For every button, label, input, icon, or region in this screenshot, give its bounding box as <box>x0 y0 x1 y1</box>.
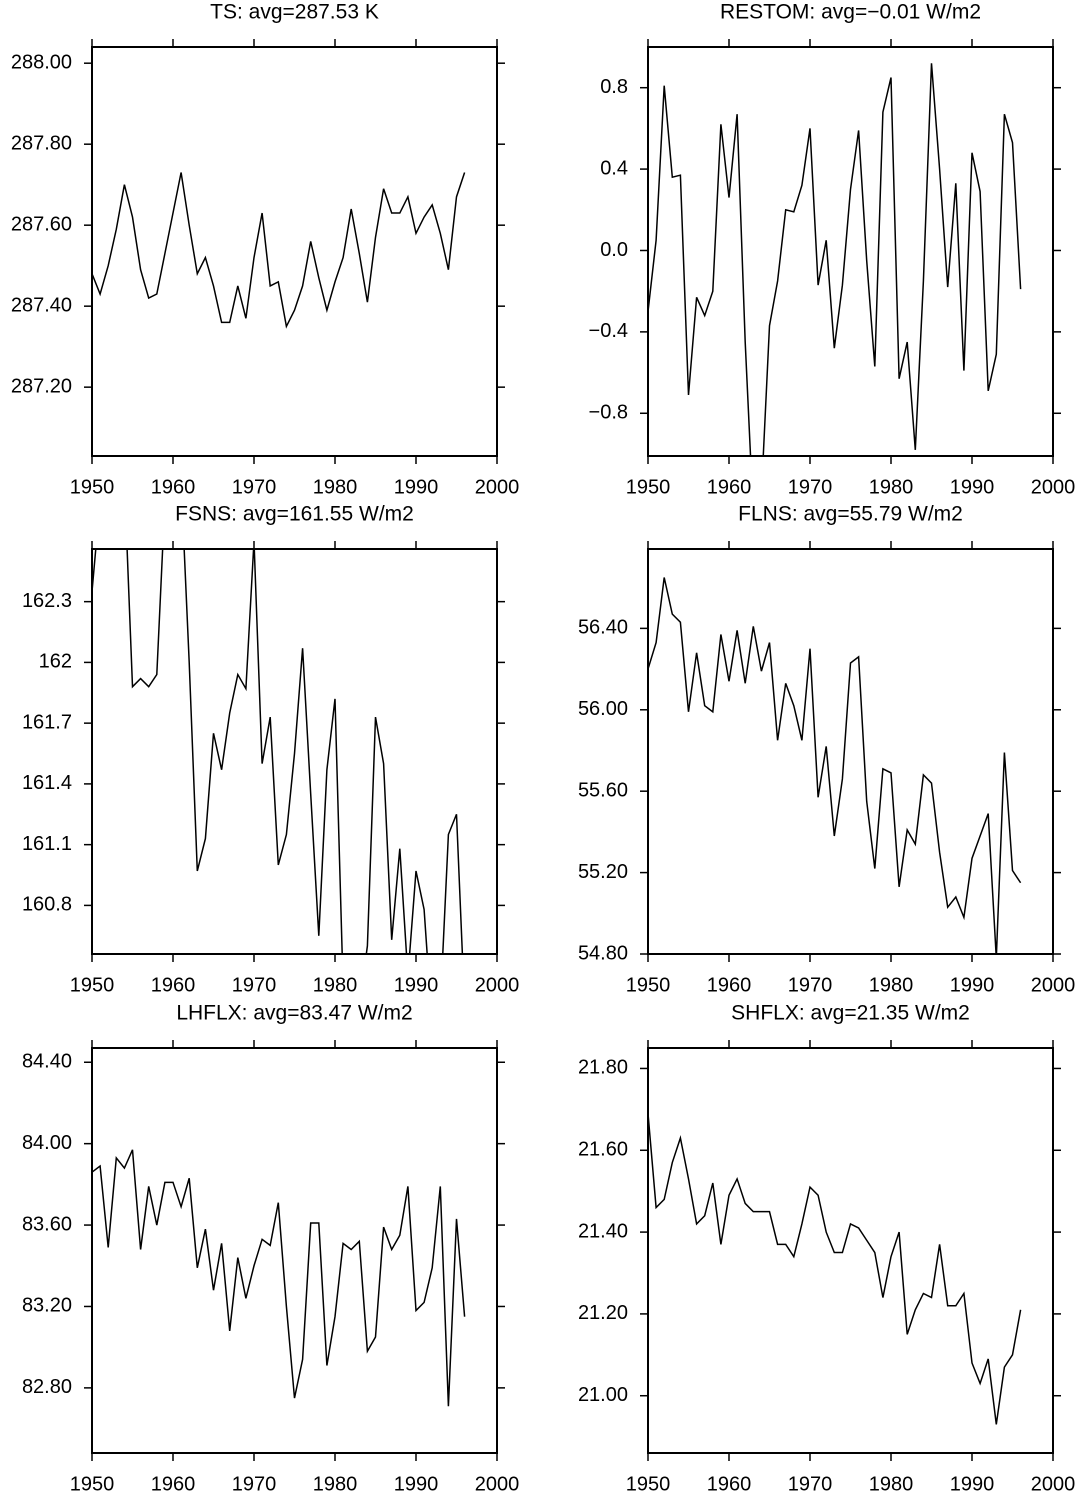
y-tick-label: 21.40 <box>578 1220 628 1242</box>
x-tick-label: 1950 <box>626 974 671 996</box>
y-tick-label: 84.40 <box>22 1051 72 1073</box>
x-tick-label: 1990 <box>394 974 439 996</box>
data-line <box>92 172 466 329</box>
x-tick-label: 2000 <box>1031 1473 1076 1494</box>
y-tick-label: 287.60 <box>11 213 72 235</box>
y-tick-label: −0.8 <box>589 402 628 424</box>
x-tick-label: 2000 <box>475 974 520 996</box>
y-tick-label: 0.4 <box>600 157 628 179</box>
x-tick-label: 1960 <box>707 974 752 996</box>
y-tick-label: 83.20 <box>22 1295 72 1317</box>
x-tick-label: 1960 <box>151 476 196 498</box>
y-tick-label: 56.40 <box>578 617 628 639</box>
x-tick-label: 1950 <box>70 974 115 996</box>
x-tick-label: 1960 <box>151 974 196 996</box>
x-tick-label: 1980 <box>869 1473 914 1494</box>
y-tick-label: 287.40 <box>11 294 72 316</box>
x-tick-label: 1980 <box>869 974 914 996</box>
x-tick-label: 1990 <box>394 1473 439 1494</box>
x-tick-label: 1990 <box>950 476 995 498</box>
x-tick-label: 1990 <box>950 974 995 996</box>
x-tick-label: 1950 <box>626 1473 671 1494</box>
x-tick-label: 1970 <box>788 974 833 996</box>
y-tick-label: 21.00 <box>578 1384 628 1406</box>
plot-area <box>92 1149 466 1407</box>
y-tick-label: −0.4 <box>589 320 628 342</box>
chart-title: RESTOM: avg=−0.01 W/m2 <box>720 1 981 24</box>
chart-title: TS: avg=287.53 K <box>210 1 379 24</box>
y-tick-label: 56.00 <box>578 698 628 720</box>
y-tick-label: 0.0 <box>600 239 628 261</box>
chart-title: FSNS: avg=161.55 W/m2 <box>175 503 414 526</box>
y-tick-label: 161.4 <box>22 772 72 794</box>
y-tick-label: 21.20 <box>578 1302 628 1324</box>
plot-frame <box>91 548 498 955</box>
y-tick-label: 21.60 <box>578 1139 628 1161</box>
x-tick-label: 2000 <box>1031 974 1076 996</box>
chart-title: SHFLX: avg=21.35 W/m2 <box>731 1002 970 1025</box>
plot-area <box>92 549 464 954</box>
y-tick-label: 287.80 <box>11 132 72 154</box>
x-tick-label: 1980 <box>869 476 914 498</box>
data-line <box>648 577 1022 954</box>
plot-area <box>92 172 466 329</box>
plot-frame <box>91 46 498 457</box>
y-tick-label: 55.60 <box>578 779 628 801</box>
y-tick-label: 84.00 <box>22 1132 72 1154</box>
plot-area <box>648 1113 1022 1425</box>
data-line <box>648 1113 1022 1425</box>
x-tick-label: 1960 <box>707 476 752 498</box>
chart-title: LHFLX: avg=83.47 W/m2 <box>176 1002 412 1025</box>
x-tick-label: 1960 <box>151 1473 196 1494</box>
plot-area <box>648 577 1022 954</box>
data-line <box>648 63 1022 456</box>
x-tick-label: 1990 <box>950 1473 995 1494</box>
plot-frame <box>91 1047 498 1454</box>
y-tick-label: 21.80 <box>578 1057 628 1079</box>
y-tick-label: 288.00 <box>11 51 72 73</box>
x-tick-label: 1980 <box>313 1473 358 1494</box>
x-tick-label: 1980 <box>313 476 358 498</box>
plot-frame <box>647 548 1054 955</box>
x-tick-label: 1970 <box>232 1473 277 1494</box>
chart-title: FLNS: avg=55.79 W/m2 <box>738 503 963 526</box>
y-tick-label: 162.3 <box>22 590 72 612</box>
y-tick-label: 0.8 <box>600 76 628 98</box>
x-tick-label: 2000 <box>475 1473 520 1494</box>
x-tick-label: 1950 <box>626 476 671 498</box>
plot-frame <box>647 1047 1054 1454</box>
y-tick-label: 82.80 <box>22 1376 72 1398</box>
y-tick-label: 161.1 <box>22 833 72 855</box>
y-tick-label: 83.60 <box>22 1213 72 1235</box>
plot-area <box>648 63 1022 456</box>
y-tick-label: 162 <box>39 651 72 673</box>
x-tick-label: 2000 <box>475 476 520 498</box>
data-line <box>92 1149 466 1407</box>
data-line <box>92 549 464 954</box>
x-tick-label: 1970 <box>788 1473 833 1494</box>
x-tick-label: 1970 <box>232 476 277 498</box>
y-tick-label: 161.7 <box>22 711 72 733</box>
y-tick-label: 54.80 <box>578 942 628 964</box>
x-tick-label: 1990 <box>394 476 439 498</box>
x-tick-label: 1950 <box>70 476 115 498</box>
y-tick-label: 160.8 <box>22 894 72 916</box>
x-tick-label: 1960 <box>707 1473 752 1494</box>
plot-frame <box>647 46 1054 457</box>
x-tick-label: 1950 <box>70 1473 115 1494</box>
x-tick-label: 1970 <box>788 476 833 498</box>
y-tick-label: 55.20 <box>578 861 628 883</box>
y-tick-label: 287.20 <box>11 375 72 397</box>
x-tick-label: 1970 <box>232 974 277 996</box>
x-tick-label: 1980 <box>313 974 358 996</box>
x-tick-label: 2000 <box>1031 476 1076 498</box>
